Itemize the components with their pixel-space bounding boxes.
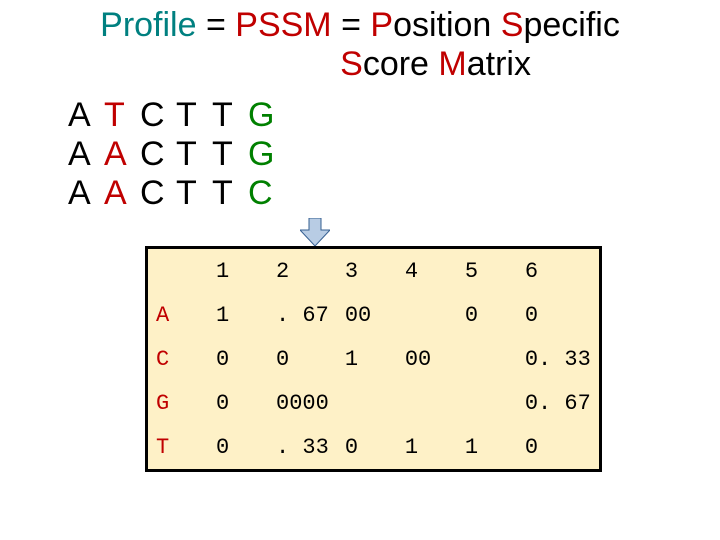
sequence-char: C [140, 135, 176, 174]
sequence-row: AACTTG [68, 135, 284, 174]
sequence-char: A [68, 135, 104, 174]
pssm-table: 123456A1. 670000C001000. 33G000000. 67T0… [148, 249, 599, 469]
sequence-char: T [176, 135, 212, 174]
matrix-cell: 00 [337, 293, 397, 337]
matrix-cell: 00 [397, 337, 457, 381]
sequence-char: T [212, 174, 248, 213]
sequence-char: T [212, 135, 248, 174]
pssm-matrix: 123456A1. 670000C001000. 33G000000. 67T0… [145, 246, 602, 472]
sequence-row: AACTTC [68, 174, 284, 213]
row-label: C [148, 337, 208, 381]
matrix-cell: 0 [268, 337, 337, 381]
column-header: 5 [457, 249, 517, 293]
sequence-char: C [140, 96, 176, 135]
row-label: T [148, 425, 208, 469]
matrix-cell: . 67 [268, 293, 337, 337]
matrix-cell: . 33 [268, 425, 337, 469]
sequence-char: A [68, 96, 104, 135]
sequence-char: T [176, 174, 212, 213]
column-header: 4 [397, 249, 457, 293]
matrix-cell: 0 [517, 425, 599, 469]
matrix-cell: 0000 [268, 381, 337, 425]
matrix-cell: 0. 67 [517, 381, 599, 425]
sequence-char: C [248, 174, 284, 213]
sequence-char: A [104, 174, 140, 213]
down-arrow-icon [300, 218, 330, 246]
column-header: 2 [268, 249, 337, 293]
slide-title: Profile = PSSM = Position Specific Score… [20, 6, 700, 84]
column-header: 3 [337, 249, 397, 293]
sequence-char: C [140, 174, 176, 213]
matrix-cell: 1 [208, 293, 268, 337]
matrix-cell: 1 [457, 425, 517, 469]
matrix-cell: 0 [208, 425, 268, 469]
sequence-char: A [68, 174, 104, 213]
matrix-cell: 0 [457, 293, 517, 337]
sequence-row: ATCTTG [68, 96, 284, 135]
sequence-char: G [248, 96, 284, 135]
matrix-cell: 0 [517, 293, 599, 337]
sequence-char: T [212, 96, 248, 135]
row-label: G [148, 381, 208, 425]
matrix-cell: 1 [337, 337, 397, 381]
matrix-cell: 0 [208, 337, 268, 381]
matrix-cell: 0. 33 [517, 337, 599, 381]
matrix-cell: 0 [337, 425, 397, 469]
arrow-shape [300, 218, 330, 246]
sequence-char: A [104, 135, 140, 174]
corner-cell [148, 249, 208, 293]
sequence-char: G [248, 135, 284, 174]
matrix-cell [397, 293, 457, 337]
matrix-cell [337, 381, 397, 425]
matrix-cell [397, 381, 457, 425]
matrix-cell: 0 [208, 381, 268, 425]
alignment-sequences: ATCTTGAACTTGAACTTC [68, 96, 284, 213]
column-header: 1 [208, 249, 268, 293]
sequence-char: T [104, 96, 140, 135]
column-header: 6 [517, 249, 599, 293]
matrix-cell [457, 337, 517, 381]
matrix-cell [457, 381, 517, 425]
matrix-cell: 1 [397, 425, 457, 469]
row-label: A [148, 293, 208, 337]
sequence-char: T [176, 96, 212, 135]
